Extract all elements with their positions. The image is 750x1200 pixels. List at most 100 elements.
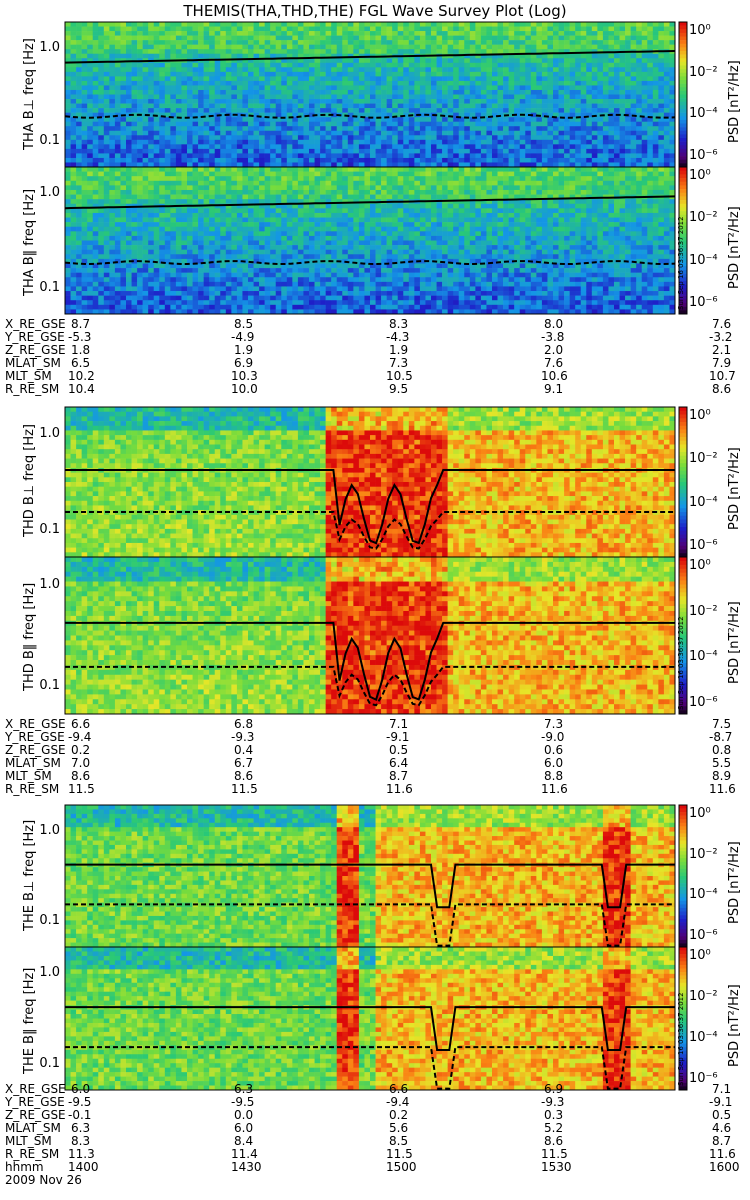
- gyrofrequency-line: [65, 1006, 675, 1051]
- y-tick-label: 0.1: [20, 913, 60, 928]
- ephemeris-value: 0.5: [389, 744, 408, 756]
- colorbar-tick-label: 10⁻⁴: [689, 106, 718, 121]
- ephemeris-row: R_RE_SM 11.5 11.5 11.6 11.6 11.6: [5, 783, 745, 795]
- ephemeris-value: 1.9: [389, 344, 408, 356]
- ephemeris-value: 11.5: [68, 783, 95, 795]
- ephemeris-value: 1500: [386, 1161, 417, 1173]
- panel-1: [64, 166, 688, 315]
- colorbar-label: PSD [nT²/Hz]: [727, 60, 742, 143]
- ephemeris-value: -9.1: [386, 731, 409, 743]
- ephemeris-value: 7.1: [712, 1083, 731, 1095]
- ephemeris-label: Z_RE_GSE: [5, 1109, 66, 1121]
- ephemeris-value: -9.3: [231, 731, 254, 743]
- y-tick-label: 1.0: [20, 965, 60, 980]
- ephemeris-value: -3.2: [709, 331, 732, 343]
- ephemeris-value: 10.2: [68, 370, 95, 382]
- ephemeris-value: 0.0: [234, 1109, 253, 1121]
- colorbar-tick-label: 10⁻⁶: [689, 538, 718, 553]
- y-tick-label: 0.1: [20, 1056, 60, 1071]
- ephemeris-value: 1.9: [234, 344, 253, 356]
- ephemeris-row: MLAT_SM 7.0 6.7 6.4 6.0 5.5: [5, 757, 745, 769]
- ephemeris-label: MLAT_SM: [5, 1122, 61, 1134]
- ephemeris-value: 8.7: [389, 770, 408, 782]
- ephemeris-value: 6.0: [71, 1083, 90, 1095]
- ephemeris-label: R_RE_SM: [5, 1148, 59, 1160]
- y-tick-label: 0.1: [20, 678, 60, 693]
- half-gyrofrequency-line: [65, 665, 675, 707]
- panel-frame: [64, 556, 676, 715]
- ephemeris-value: 11.6: [541, 783, 568, 795]
- ephemeris-value: 9.1: [544, 383, 563, 395]
- gyrofrequency-line: [65, 621, 675, 701]
- ephemeris-value: 0.2: [71, 744, 90, 756]
- plot-title: THEMIS(THA,THD,THE) FGL Wave Survey Plot…: [0, 2, 750, 20]
- ephemeris-label: hhmm: [5, 1161, 44, 1173]
- ephemeris-value: -4.3: [386, 331, 409, 343]
- ephemeris-label: Y_RE_GSE: [5, 731, 65, 743]
- ephemeris-value: 8.5: [389, 1135, 408, 1147]
- ephemeris-label: Y_RE_GSE: [5, 331, 65, 343]
- ephemeris-value: 1600: [709, 1161, 740, 1173]
- colorbar-tick-label: 10⁰: [689, 408, 711, 423]
- ephemeris-value: -9.4: [68, 731, 91, 743]
- half-gyrofrequency-line: [65, 1046, 675, 1090]
- panel-0: [64, 21, 688, 168]
- ephemeris-value: 7.6: [712, 318, 731, 330]
- ephemeris-value: 8.9: [712, 770, 731, 782]
- ephemeris-value: 8.3: [389, 318, 408, 330]
- ephemeris-row: Z_RE_GSE 1.8 1.9 1.9 2.0 2.1: [5, 344, 745, 356]
- ephemeris-value: 8.5: [234, 318, 253, 330]
- ephemeris-label: R_RE_SM: [5, 783, 59, 795]
- ephemeris-value: 11.5: [231, 783, 258, 795]
- ephemeris-value: 7.3: [544, 718, 563, 730]
- ephemeris-label: MLAT_SM: [5, 357, 61, 369]
- ephemeris-value: -0.1: [68, 1109, 91, 1121]
- ephemeris-row: hhmm 1400 1430 1500 1530 1600: [5, 1161, 745, 1173]
- y-tick-label: 1.0: [20, 823, 60, 838]
- ephemeris-value: 11.5: [386, 1148, 413, 1160]
- timestamp-stamp: Sun Sep 16 03:36:37 2012: [677, 616, 685, 710]
- ephemeris-row: X_RE_GSE 8.7 8.5 8.3 8.0 7.6: [5, 318, 745, 330]
- ephemeris-value: 0.8: [712, 744, 731, 756]
- ephemeris-value: -9.5: [68, 1096, 91, 1108]
- colorbar-tick-label: 10⁰: [689, 806, 711, 821]
- gyrofrequency-line: [64, 50, 676, 64]
- colorbar-tick-label: 10⁰: [689, 168, 711, 183]
- ephemeris-value: -9.1: [709, 1096, 732, 1108]
- ephemeris-value: -5.3: [68, 331, 91, 343]
- ephemeris-value: 5.5: [712, 757, 731, 769]
- y-tick-label: 1.0: [20, 185, 60, 200]
- ephemeris-value: 8.7: [712, 1135, 731, 1147]
- colorbar-label: PSD [nT²/Hz]: [727, 841, 742, 924]
- ephemeris-row: MLT_SM 8.3 8.4 8.5 8.6 8.7: [5, 1135, 745, 1147]
- gyrofrequency-line: [64, 195, 676, 210]
- ephemeris-value: 0.5: [712, 1109, 731, 1121]
- ephemeris-value: 8.4: [234, 1135, 253, 1147]
- panel-frame: [64, 166, 676, 315]
- ephemeris-value: 7.6: [544, 357, 563, 369]
- ephemeris-value: 2.1: [712, 344, 731, 356]
- colorbar: [678, 166, 688, 315]
- ephemeris-value: -4.9: [231, 331, 254, 343]
- ephemeris-value: 0.4: [234, 744, 253, 756]
- timestamp-stamp: Sun Sep 16 03:36:37 2012: [677, 216, 685, 310]
- heatmap-cells: [65, 557, 676, 715]
- ephemeris-value: 11.6: [709, 1148, 736, 1160]
- ephemeris-value: -9.5: [231, 1096, 254, 1108]
- ephemeris-value: 7.5: [712, 718, 731, 730]
- heatmap-cells: [65, 805, 676, 948]
- ephemeris-value: 7.0: [71, 757, 90, 769]
- colorbar: [678, 406, 688, 558]
- ephemeris-value: 7.9: [712, 357, 731, 369]
- ephemeris-label: X_RE_GSE: [5, 718, 66, 730]
- heatmap-cells: [65, 947, 676, 1091]
- y-tick-label: 0.1: [20, 522, 60, 537]
- ephemeris-row: X_RE_GSE 6.6 6.8 7.1 7.3 7.5: [5, 718, 745, 730]
- ephemeris-value: 9.5: [389, 383, 408, 395]
- ephemeris-value: 6.4: [389, 757, 408, 769]
- ephemeris-value: 8.8: [544, 770, 563, 782]
- ephemeris-label: R_RE_SM: [5, 383, 59, 395]
- ephemeris-value: 4.6: [712, 1122, 731, 1134]
- half-gyrofrequency-line: [64, 113, 676, 119]
